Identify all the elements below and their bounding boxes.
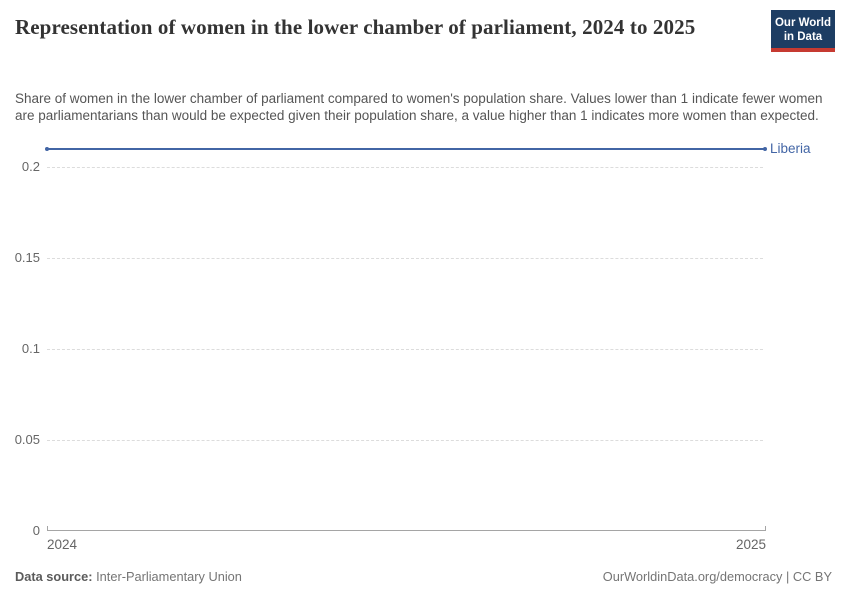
gridline <box>47 440 763 441</box>
y-axis-tick-label: 0.1 <box>21 341 40 356</box>
x-axis-tick-2025: 2025 <box>735 537 766 552</box>
chart-title: Representation of women in the lower cha… <box>15 15 696 39</box>
chart-subtitle: Share of women in the lower chamber of p… <box>15 91 823 124</box>
series-start-point <box>45 146 49 151</box>
gridline <box>47 258 763 259</box>
y-axis-tick-label: 0 <box>32 523 40 538</box>
y-axis-tick-label: 0.15 <box>14 250 40 265</box>
owid-logo-line2: in Data <box>783 31 823 43</box>
x-axis-line <box>47 526 766 531</box>
attribution-link[interactable]: OurWorldinData.org/democracy | CC BY <box>602 569 832 584</box>
gridline <box>47 349 763 350</box>
data-source-label: Data source: <box>15 569 93 584</box>
owid-logo[interactable]: Our World in Data <box>771 10 835 52</box>
x-axis-tick-2024: 2024 <box>47 537 78 552</box>
data-source-value: Inter-Parliamentary Union <box>96 569 242 584</box>
y-axis-tick-label: 0.05 <box>14 432 40 447</box>
data-source: Data source: Inter-Parliamentary Union <box>15 569 242 584</box>
owid-logo-line1: Our World <box>774 17 831 29</box>
series-label: Liberia <box>770 140 811 156</box>
series-end-point <box>763 146 767 151</box>
series-line <box>47 147 765 150</box>
y-axis-tick-label: 0.2 <box>21 159 40 174</box>
gridline <box>47 167 763 168</box>
